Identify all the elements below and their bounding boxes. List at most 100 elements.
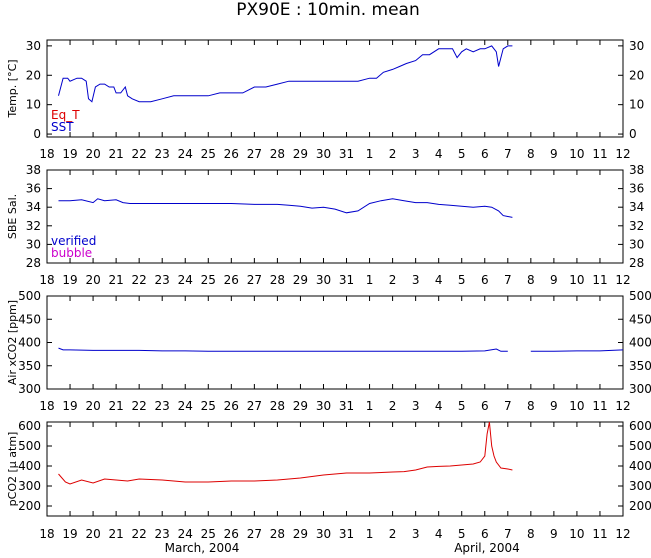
chart-title: PX90E : 10min. mean [236,0,420,20]
y-tick-label: 300 [18,479,41,493]
y-tick-label-right: 10 [629,98,644,112]
x-tick-label: 4 [435,273,443,287]
x-tick-label: 4 [435,399,443,413]
x-tick-label: 25 [201,527,216,541]
x-tick-label: 31 [339,147,354,161]
x-tick-label: 22 [132,399,147,413]
y-tick-label-right: 500 [629,289,651,303]
x-tick-label: 3 [412,273,420,287]
x-tick-label: 20 [85,527,100,541]
x-tick-label: 26 [224,273,239,287]
x-tick-label: 21 [108,273,123,287]
legend-entry: bubble [51,246,92,260]
y-tick-label-right: 30 [629,39,644,53]
series-line-1 [58,347,508,352]
x-tick-label: 21 [108,147,123,161]
y-tick-label: 200 [18,499,41,513]
x-tick-label: 6 [481,399,489,413]
x-tick-label: 26 [224,527,239,541]
x-tick-label: 24 [178,399,193,413]
x-tick-label: 28 [270,273,285,287]
x-tick-label: 1 [366,147,374,161]
x-tick-label: 19 [62,527,77,541]
x-tick-label: 30 [316,147,331,161]
legend-entry: SST [51,120,74,134]
x-tick-label: 29 [293,527,308,541]
y-tick-label: 600 [18,419,41,433]
x-tick-label: 30 [316,399,331,413]
x-tick-label: 11 [592,527,607,541]
x-tick-label: 26 [224,147,239,161]
x-tick-label: 31 [339,399,354,413]
x-tick-label: 25 [201,147,216,161]
x-tick-label: 19 [62,399,77,413]
x-tick-label: 20 [85,399,100,413]
x-tick-label: 28 [270,527,285,541]
x-tick-label: 19 [62,147,77,161]
x-tick-label: 10 [569,273,584,287]
x-tick-label: 2 [389,399,397,413]
chart-panels: 18 19 20 21 22 23 24 25 26 27 28 29 30 31 1 2 3 4 5 6 7 8 9 10 1… [6,39,651,541]
x-tick-label: 7 [504,527,512,541]
x-tick-label: 12 [615,399,630,413]
y-axis-label: pCO2 [μ atm] [6,432,19,507]
y-tick-label: 350 [18,359,41,373]
y-tick-label-right: 300 [629,479,651,493]
month-labels: March, 2004 April, 2004 [165,541,520,555]
plot-frame [46,295,624,390]
x-tick-label: 27 [247,399,262,413]
x-tick-label: 29 [293,399,308,413]
y-axis-label: Air xCO2 [ppm] [6,300,19,385]
y-tick-label-right: 0 [629,127,637,141]
x-tick-label: 18 [39,527,54,541]
x-tick-label: 5 [458,527,466,541]
y-tick-label-right: 500 [629,439,651,453]
x-tick-label: 23 [155,527,170,541]
x-tick-label: 11 [592,399,607,413]
y-tick-label: 500 [18,289,41,303]
x-tick-label: 7 [504,399,512,413]
x-tick-label: 10 [569,399,584,413]
y-tick-label-right: 450 [629,312,651,326]
y-tick-label-right: 30 [629,237,644,251]
x-tick-label: 7 [504,273,512,287]
x-tick-label: 2 [389,527,397,541]
y-tick-label-right: 400 [629,336,651,350]
x-tick-label: 12 [615,527,630,541]
x-tick-label: 23 [155,147,170,161]
y-tick-label: 300 [18,382,41,396]
y-tick-label: 30 [26,237,41,251]
x-tick-label: 31 [339,527,354,541]
x-tick-label: 5 [458,399,466,413]
y-tick-label: 30 [26,39,41,53]
y-tick-label-right: 600 [629,419,651,433]
x-tick-label: 22 [132,527,147,541]
series-line-1 [58,421,513,485]
x-tick-label: 5 [458,273,466,287]
plot-frame [46,421,624,517]
x-tick-label: 9 [550,147,558,161]
x-tick-label: 25 [201,399,216,413]
x-tick-label: 18 [39,273,54,287]
x-tick-label: 4 [435,527,443,541]
x-tick-label: 8 [527,399,535,413]
x-tick-label: 2 [389,147,397,161]
x-tick-label: 9 [550,273,558,287]
x-tick-label: 18 [39,147,54,161]
panel-2: 18 19 20 21 22 23 24 25 26 27 28 29 30 31 1 2 3 4 5 6 7 8 9 10 1… [6,163,644,287]
x-tick-label: 3 [412,527,420,541]
series-line-1 [58,198,513,218]
x-tick-label: 24 [178,273,193,287]
y-tick-label: 32 [26,219,41,233]
x-tick-label: 6 [481,527,489,541]
x-tick-label: 20 [85,147,100,161]
panel-1: 18 19 20 21 22 23 24 25 26 27 28 29 30 31 1 2 3 4 5 6 7 8 9 10 1… [6,39,644,161]
x-tick-label: 29 [293,147,308,161]
x-tick-label: 27 [247,273,262,287]
x-tick-label: 10 [569,147,584,161]
legend-entry: Eq_T [51,108,80,122]
y-axis-label: Temp. [°C] [6,59,19,118]
x-tick-label: 1 [366,273,374,287]
panel-4: 18 19 20 21 22 23 24 25 26 27 28 29 30 31 1 2 3 4 5 6 7 8 9 10 1… [6,419,651,541]
x-tick-label: 8 [527,273,535,287]
